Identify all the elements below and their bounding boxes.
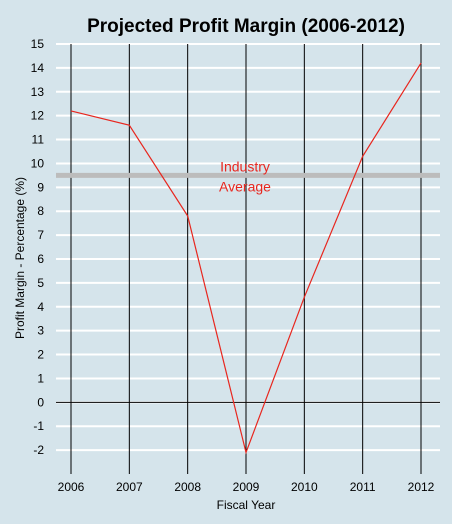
y-axis-label: Profit Margin - Percentage (%) — [13, 177, 27, 339]
y-tick-label: 14 — [31, 61, 45, 75]
y-tick-label: 2 — [37, 348, 44, 362]
y-tick-label: -2 — [33, 443, 44, 457]
industry-average-label-line1: Industry — [220, 158, 270, 174]
x-tick-label: 2006 — [58, 480, 85, 494]
horizontal-gridlines — [56, 43, 440, 452]
y-tick-label: 3 — [37, 324, 44, 338]
x-tick-label: 2010 — [291, 480, 318, 494]
y-tick-label: 12 — [31, 109, 45, 123]
y-tick-label: 7 — [37, 228, 44, 242]
x-axis-label: Fiscal Year — [217, 498, 276, 512]
y-tick-label: 8 — [37, 204, 44, 218]
profit-margin-series-line — [70, 62, 422, 455]
y-tick-label: -1 — [33, 419, 44, 433]
x-tick-label: 2007 — [116, 480, 143, 494]
y-tick-label: 0 — [37, 395, 44, 409]
x-tick-label: 2011 — [350, 480, 376, 494]
y-tick-label: 6 — [37, 252, 44, 266]
x-axis-ticks: 2006 2007 2008 2009 2010 2011 2012 — [58, 480, 435, 494]
y-tick-label: 11 — [32, 133, 45, 147]
x-tick-label: 2009 — [233, 480, 260, 494]
chart-title: Projected Profit Margin (2006-2012) — [87, 16, 405, 37]
x-tick-label: 2012 — [408, 480, 435, 494]
y-tick-label: 9 — [37, 180, 44, 194]
y-tick-label: 13 — [31, 85, 45, 99]
y-tick-label: 10 — [31, 156, 45, 170]
y-tick-label: 15 — [31, 37, 45, 51]
y-tick-label: 5 — [37, 276, 44, 290]
industry-average-label-line2: Average — [219, 178, 271, 194]
y-tick-label: 4 — [37, 300, 44, 314]
y-tick-label: 1 — [37, 371, 44, 385]
x-tick-label: 2008 — [174, 480, 201, 494]
